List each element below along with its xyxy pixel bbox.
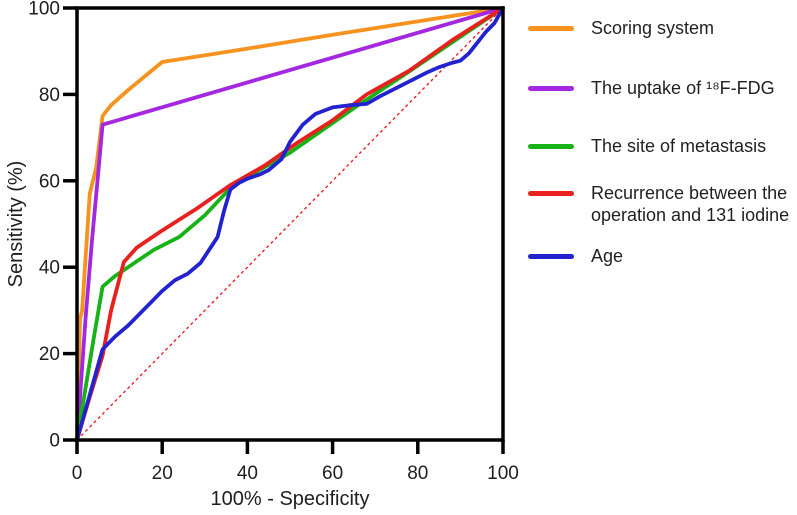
legend-item-age: Age bbox=[528, 245, 623, 267]
y-tick-label: 60 bbox=[39, 171, 60, 192]
x-axis-title: 100% - Specificity bbox=[211, 488, 370, 510]
x-tick-label: 100 bbox=[487, 463, 519, 484]
y-tick-label: 100 bbox=[28, 0, 60, 20]
series-line-the-site-of-metastasis bbox=[75, 6, 505, 442]
y-tick-label: 40 bbox=[39, 258, 60, 279]
x-tick-label: 60 bbox=[322, 463, 343, 484]
series-line-scoring-system bbox=[75, 6, 505, 442]
x-tick-label: 0 bbox=[72, 463, 83, 484]
x-tick-label: 80 bbox=[407, 463, 428, 484]
x-tick-label: 20 bbox=[152, 463, 173, 484]
legend-label: The site of metastasis bbox=[591, 136, 767, 156]
plot-frame bbox=[75, 6, 505, 442]
legend-item-the-uptake-of-f-fdg: The uptake of ¹⁸F-FDG bbox=[528, 77, 775, 99]
series-line-recurrence-between-the-operation-and-131-iodine bbox=[75, 6, 505, 442]
series-line-age bbox=[75, 6, 505, 442]
legend-label: Recurrence between the operation and 131… bbox=[591, 183, 790, 225]
roc-plot: 0 20 40 60 80 100 0 20 40 60 80 100 100% - Specifici… bbox=[5, 0, 519, 510]
y-tick-label: 80 bbox=[39, 85, 60, 106]
legend-label: The uptake of ¹⁸F-FDG bbox=[591, 78, 775, 98]
y-tick-label: 0 bbox=[49, 431, 60, 452]
y-axis-title: Sensitivity (%) bbox=[5, 161, 27, 288]
legend-swatch-recurrence-between-the-operation-and-131-iodine bbox=[528, 191, 574, 196]
x-tick-label: 40 bbox=[237, 463, 258, 484]
reference-line-chance-diagonal bbox=[76, 7, 504, 441]
legend-swatch-scoring-system bbox=[528, 26, 574, 31]
legend-label: Scoring system bbox=[591, 18, 715, 38]
legend-item-the-site-of-metastasis: The site of metastasis bbox=[528, 135, 766, 157]
legend-item-recurrence-between-the-operation-and-131-iodine: Recurrence between the operation and 131… bbox=[528, 182, 789, 226]
legend-label: Age bbox=[591, 246, 624, 266]
legend-swatch-the-site-of-metastasis bbox=[528, 144, 574, 149]
y-tick-label: 20 bbox=[39, 344, 60, 365]
legend-item-scoring-system: Scoring system bbox=[528, 17, 714, 39]
series-line-the-uptake-of-f-fdg bbox=[75, 6, 505, 442]
legend-swatch-the-uptake-of-f-fdg bbox=[528, 86, 574, 91]
legend-swatch-age bbox=[528, 254, 574, 259]
